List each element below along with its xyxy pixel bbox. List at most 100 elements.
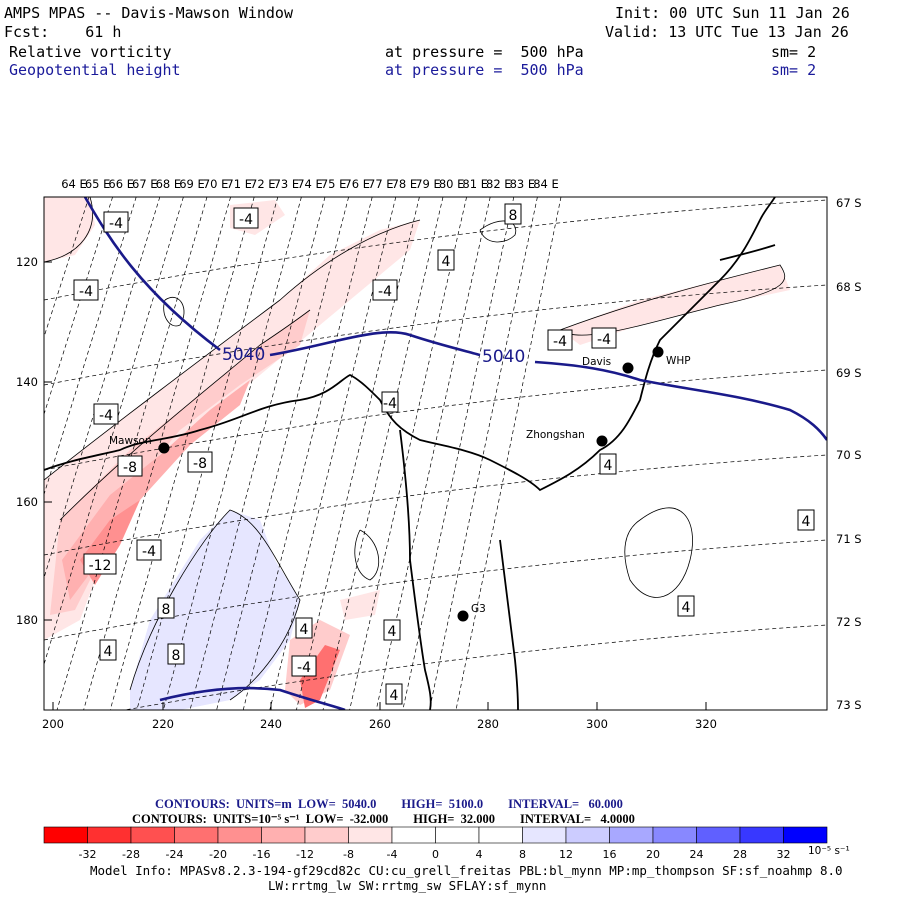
station-zhongshan: Zhongshan	[526, 429, 608, 447]
color-bar	[43, 826, 828, 844]
field2-smooth: sm= 2	[771, 61, 817, 79]
vort-label: 4	[99, 639, 117, 661]
y-tick-label: 180	[16, 613, 38, 627]
vort-label: 4	[677, 595, 695, 617]
lon-label: 72 E	[250, 177, 276, 191]
color-bar-segment	[174, 826, 219, 844]
lon-label: 67 E	[132, 177, 158, 191]
map-plot-area: 5040 5040 -4 -4 -4 -4 -4 -4 -4 -4 -4 -4 …	[44, 197, 827, 710]
colorbar-tick-label: -24	[166, 848, 184, 861]
colorbar-units: 10⁻⁵ s⁻¹	[808, 845, 850, 857]
vorticity-region-negative	[560, 265, 790, 345]
color-bar-segment	[43, 826, 88, 844]
vorticity-region-negative	[300, 645, 340, 708]
svg-text:-4: -4	[553, 334, 567, 350]
svg-text:4: 4	[604, 458, 613, 474]
svg-text:8: 8	[172, 648, 181, 664]
vorticity-contour-info: CONTOURS: UNITS=10⁻⁵ s⁻¹ LOW= -32.000 HI…	[132, 812, 635, 826]
parallel-line	[123, 624, 827, 710]
y-tick-label: 140	[16, 375, 38, 389]
colorbar-tick-label: 28	[733, 848, 747, 861]
meridian-line	[296, 197, 420, 710]
lon-label: 83 E	[510, 177, 536, 191]
height-label: 5040	[482, 347, 525, 367]
meridian-line	[349, 197, 467, 710]
meridian-line	[56, 197, 208, 710]
lon-label: 75 E	[321, 177, 347, 191]
station-g3: G3	[457, 603, 486, 622]
height-contours	[83, 197, 827, 710]
svg-text:-12: -12	[89, 558, 112, 574]
colorbar-tick-label: 32	[777, 848, 791, 861]
color-bar-labels: -32 -28 -24 -20 -16 -12 -8 -4 0 4 8 12 16 20 24 28 32	[79, 848, 791, 861]
lon-label: 82 E	[486, 177, 512, 191]
svg-text:WHP: WHP	[666, 355, 691, 367]
field1-smooth: sm= 2	[771, 43, 817, 61]
svg-text:4: 4	[300, 622, 309, 638]
color-bar-segment	[739, 826, 784, 844]
colorbar-tick-label: -12	[296, 848, 314, 861]
station-mawson: Mawson	[109, 435, 170, 454]
top-longitude-labels: 64 E65 E66 E67 E68 E69 E70 E71 E72 E73 E…	[61, 177, 559, 191]
colorbar-tick-label: 24	[690, 848, 704, 861]
vort-label: 4	[437, 249, 455, 271]
colorbar-tick-label: -4	[387, 848, 398, 861]
svg-text:-4: -4	[597, 332, 611, 348]
vort-label: 4	[295, 617, 313, 639]
y-tick-label: 160	[16, 495, 38, 509]
station-davis: Davis	[582, 356, 634, 374]
lon-label: 76 E	[344, 177, 370, 191]
stations: Mawson Davis WHP Zhongshan G3	[109, 346, 691, 622]
vort-label: -4	[233, 207, 259, 229]
svg-text:4: 4	[802, 514, 811, 530]
y-tick-label: 120	[16, 255, 38, 269]
plot-frame	[43, 196, 828, 711]
parallel-line	[44, 369, 827, 471]
vort-label: 4	[599, 453, 617, 475]
lon-label: 84 E	[533, 177, 559, 191]
valid-time: Valid: 13 UTC Tue 13 Jan 26	[605, 23, 849, 41]
lon-label: 68 E	[156, 177, 182, 191]
vort-label: -4	[103, 211, 129, 233]
lon-label: 78 E	[392, 177, 418, 191]
color-bar-segment	[783, 826, 828, 844]
bottom-axis-labels: 200 220 240 260 280 300 320	[42, 717, 717, 731]
meridian-line	[44, 197, 137, 496]
svg-text:-4: -4	[142, 544, 156, 560]
x-tick-label: 200	[42, 717, 64, 731]
x-tick-label: 300	[586, 717, 608, 731]
x-tick-label: 320	[695, 717, 717, 731]
svg-text:4: 4	[388, 624, 397, 640]
lat-label: 72 S	[836, 615, 862, 629]
forecast-hour: Fcst: 61 h	[4, 23, 122, 41]
color-bar-segment	[391, 826, 436, 844]
x-tick-label: 220	[152, 717, 174, 731]
lat-label: 71 S	[836, 532, 862, 546]
vorticity-shading	[44, 197, 790, 710]
svg-text:-4: -4	[79, 284, 93, 300]
vort-label: -8	[187, 451, 213, 473]
parallel-line	[44, 284, 827, 386]
svg-text:4: 4	[682, 600, 691, 616]
colorbar-tick-label: 0	[432, 848, 439, 861]
svg-text:G3: G3	[471, 603, 486, 615]
color-bar-segment	[609, 826, 654, 844]
vort-label: -4	[93, 403, 119, 425]
svg-text:4: 4	[104, 644, 113, 660]
color-bar-segment	[304, 826, 349, 844]
meridian-line	[402, 197, 515, 710]
svg-text:-4: -4	[99, 408, 113, 424]
color-bar-segment	[478, 826, 523, 844]
vort-label: -4	[547, 329, 573, 351]
init-time: Init: 00 UTC Sun 11 Jan 26	[615, 4, 850, 22]
colorbar-tick-label: -20	[209, 848, 227, 861]
colorbar-tick-label: 20	[646, 848, 660, 861]
station-whp: WHP	[652, 346, 691, 367]
svg-text:Davis: Davis	[582, 356, 611, 368]
vort-label: -4	[73, 279, 99, 301]
x-tick-label: 240	[260, 717, 282, 731]
svg-text:-4: -4	[378, 284, 392, 300]
color-bar-segment	[522, 826, 567, 844]
lon-label: 71 E	[226, 177, 252, 191]
